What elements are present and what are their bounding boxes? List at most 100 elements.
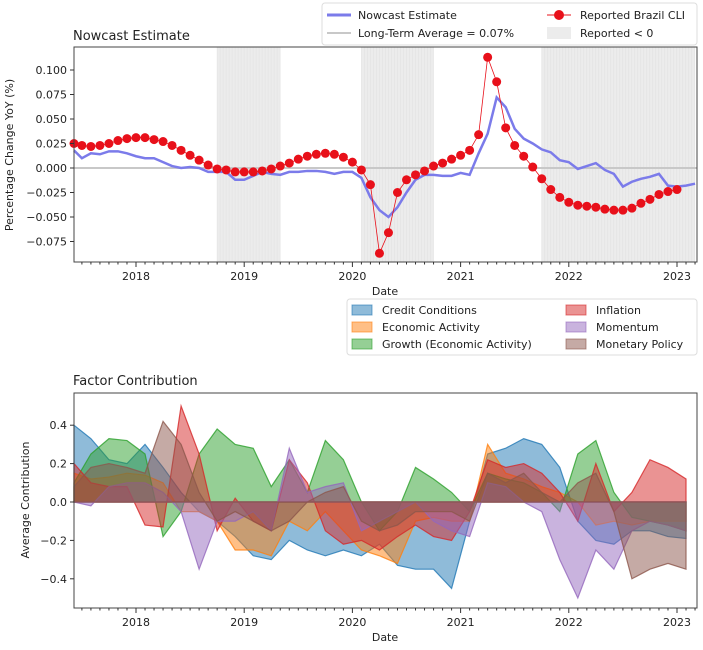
- reported-point: [402, 175, 411, 185]
- reported-point: [113, 136, 123, 146]
- reported-point: [555, 192, 565, 202]
- reported-point: [456, 150, 466, 160]
- x-tick-label: 2019: [230, 270, 258, 283]
- x-tick-label: 2020: [338, 270, 366, 283]
- area-monetary-policy: [73, 420, 687, 580]
- nowcast-x-label: Date: [372, 285, 399, 298]
- legend-label-reported: Reported Brazil CLI: [580, 9, 685, 22]
- reported-point: [248, 167, 258, 177]
- legend-swatch: [351, 338, 373, 350]
- reported-point: [203, 160, 213, 170]
- reported-point: [194, 155, 204, 165]
- legend-label-long-term: Long-Term Average = 0.07%: [358, 27, 514, 40]
- factor-x-label: Date: [372, 631, 399, 644]
- y-tick-label: 0.0: [50, 496, 68, 509]
- nowcast-legend: Nowcast Estimate Long-Term Average = 0.0…: [321, 2, 698, 46]
- reported-point: [663, 187, 673, 197]
- legend-swatch: [351, 304, 373, 316]
- legend-label-shaded: Reported < 0: [580, 27, 653, 40]
- legend-label: Economic Activity: [382, 321, 480, 334]
- reported-point: [474, 130, 484, 140]
- reported-point: [420, 166, 430, 176]
- reported-point: [654, 189, 664, 199]
- reported-point: [95, 140, 105, 150]
- legend-label: Growth (Economic Activity): [382, 338, 532, 351]
- reported-point: [609, 205, 619, 215]
- reported-point: [140, 133, 150, 143]
- reported-point: [320, 148, 330, 158]
- reported-point: [465, 145, 475, 155]
- reported-point: [528, 162, 538, 172]
- x-tick-label: 2021: [447, 270, 475, 283]
- reported-point: [672, 185, 682, 195]
- legend-swatch: [565, 321, 587, 333]
- reported-point: [293, 154, 303, 164]
- x-tick-label: 2022: [555, 270, 583, 283]
- y-tick-label: 0.2: [50, 458, 68, 471]
- reported-point: [77, 140, 87, 150]
- factor-plot-area: [73, 403, 687, 600]
- reported-point: [573, 200, 583, 210]
- y-tick-label: 0.025: [36, 138, 68, 151]
- legend-swatch: [351, 321, 373, 333]
- reported-point: [257, 166, 267, 176]
- legend-swatch: [565, 304, 587, 316]
- reported-point: [492, 77, 502, 87]
- reported-point: [582, 201, 592, 211]
- reported-point: [618, 205, 628, 215]
- reported-point: [429, 161, 439, 171]
- reported-point: [149, 135, 159, 145]
- reported-point: [411, 170, 421, 180]
- factor-y-ticks: 0.4 0.2 0.0 −0.2 −0.4: [40, 419, 74, 586]
- nowcast-axes-frame: [73, 46, 698, 263]
- nowcast-y-ticks: 0.100 0.075 0.050 0.025 0.000 −0.025 −0.050 −0.…: [26, 64, 74, 249]
- reported-point: [564, 197, 574, 207]
- y-tick-label: −0.2: [40, 534, 67, 547]
- reported-point: [104, 139, 114, 148]
- shaded-regions: [216, 47, 696, 262]
- legend-box: [346, 298, 698, 356]
- y-tick-label: 0.075: [36, 89, 68, 102]
- reported-point: [600, 204, 610, 214]
- reported-point: [591, 202, 601, 212]
- legend-label: Inflation: [596, 304, 641, 317]
- shaded-region: [541, 47, 696, 262]
- reported-point: [483, 52, 493, 62]
- x-tick-label: 2018: [122, 270, 150, 283]
- reported-point: [519, 151, 529, 161]
- reported-point: [627, 203, 637, 213]
- factor-legend: Credit Conditions Economic Activity Growth…: [346, 298, 698, 356]
- reported-point: [374, 248, 384, 258]
- reported-point: [537, 174, 547, 184]
- x-tick-label: 2018: [122, 616, 150, 629]
- y-tick-label: 0.050: [36, 113, 68, 126]
- factor-x-ticks: 2018 2019 2020 2021 2022 2023: [81, 608, 696, 629]
- nowcast-y-label: Percentage Change YoY (%): [3, 79, 16, 231]
- reported-point: [275, 161, 285, 171]
- x-tick-label: 2023: [663, 270, 691, 283]
- reported-point: [338, 152, 348, 162]
- legend-swatch: [565, 338, 587, 350]
- legend-label-nowcast: Nowcast Estimate: [358, 9, 457, 22]
- factor-y-label: Average Contribution: [19, 441, 32, 558]
- reported-point: [329, 149, 339, 159]
- shaded-region: [217, 47, 281, 262]
- y-tick-label: 0.4: [50, 419, 68, 432]
- reported-point: [365, 180, 375, 190]
- reported-point: [392, 188, 402, 197]
- factor-chart: Credit Conditions Economic Activity Growth…: [19, 298, 698, 644]
- x-tick-label: 2019: [230, 616, 258, 629]
- legend-swatch-reported-marker: [554, 10, 564, 20]
- x-tick-label: 2021: [447, 616, 475, 629]
- reported-point: [176, 145, 186, 155]
- legend-swatch-shaded: [547, 27, 571, 39]
- legend-label: Momentum: [596, 321, 659, 334]
- reported-point: [447, 154, 457, 164]
- reported-point: [167, 140, 177, 150]
- reported-point: [239, 167, 249, 177]
- reported-point: [266, 164, 276, 174]
- reported-point: [645, 194, 655, 204]
- y-tick-label: 0.000: [36, 162, 68, 175]
- y-tick-label: −0.025: [26, 187, 67, 200]
- reported-point: [221, 165, 231, 175]
